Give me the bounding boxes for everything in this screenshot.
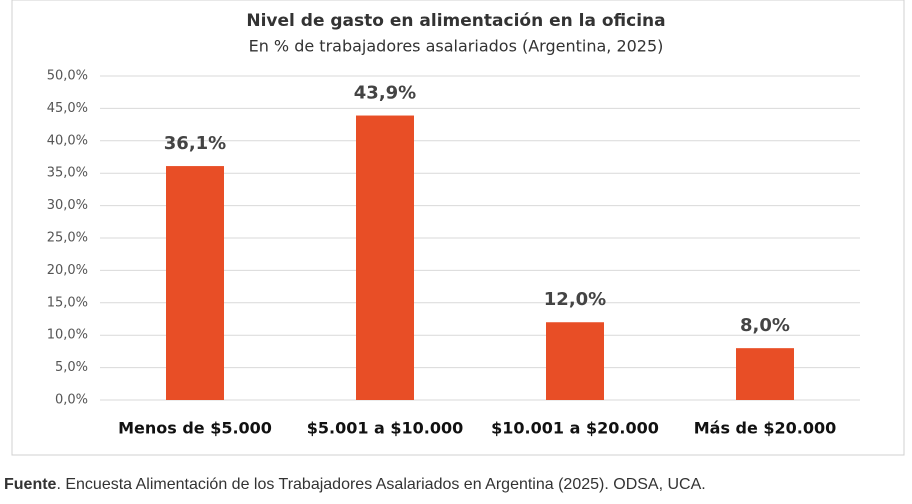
y-tick-label: 0,0% (55, 393, 88, 408)
x-tick-label: $10.001 a $20.000 (491, 419, 659, 438)
bar (166, 166, 224, 400)
y-tick-label: 45,0% (47, 101, 88, 116)
source-text: . Encuesta Alimentación de los Trabajado… (56, 476, 705, 493)
value-label: 12,0% (544, 289, 606, 310)
x-tick-label: Menos de $5.000 (118, 419, 272, 438)
value-label: 43,9% (354, 83, 416, 104)
value-label: 8,0% (740, 315, 790, 336)
value-label: 36,1% (164, 133, 226, 154)
bar (546, 322, 604, 400)
y-tick-label: 5,0% (55, 360, 88, 375)
y-tick-label: 10,0% (47, 328, 88, 343)
y-tick-label: 25,0% (47, 231, 88, 246)
bar (736, 348, 794, 400)
source-label: Fuente (4, 476, 57, 493)
x-tick-label: $5.001 a $10.000 (307, 419, 464, 438)
y-tick-label: 20,0% (47, 263, 88, 278)
source: Fuente. Encuesta Alimentación de los Tra… (4, 476, 706, 493)
chart-subtitle: En % de trabajadores asalariados (Argent… (249, 37, 664, 56)
y-tick-label: 40,0% (47, 133, 88, 148)
bar (356, 115, 414, 400)
y-tick-label: 30,0% (47, 198, 88, 213)
x-tick-label: Más de $20.000 (694, 419, 837, 438)
chart-title: Nivel de gasto en alimentación en la ofi… (246, 11, 665, 31)
y-tick-label: 50,0% (47, 69, 88, 84)
y-tick-label: 15,0% (47, 295, 88, 310)
y-tick-label: 35,0% (47, 166, 88, 181)
